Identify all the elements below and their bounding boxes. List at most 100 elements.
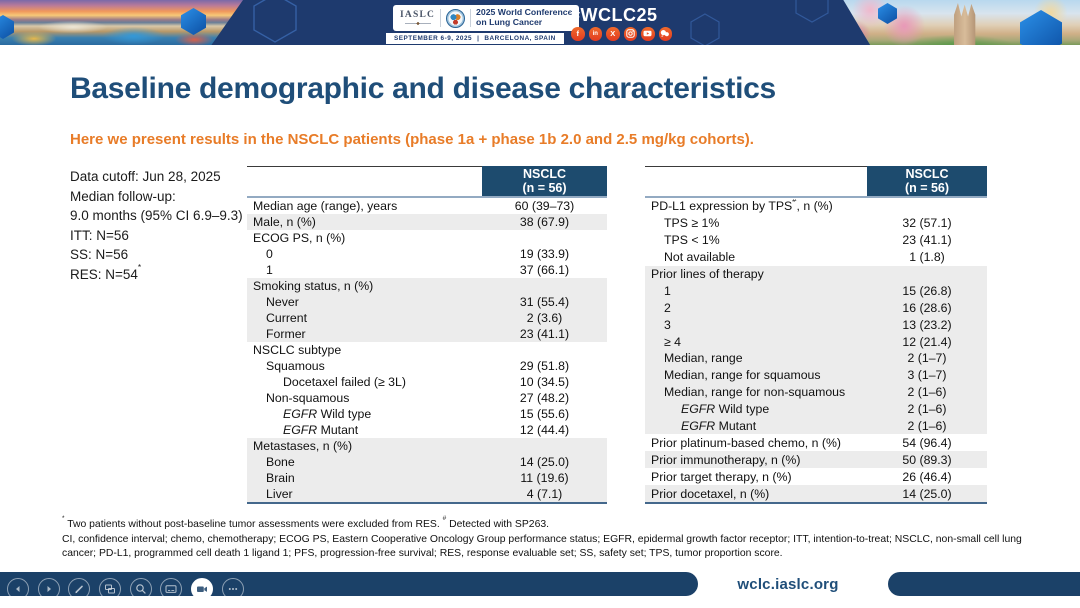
table-row: NSCLC subtype — [247, 342, 607, 358]
row-label: Median, range — [664, 351, 743, 366]
row-value: 38 (67.9) — [519, 215, 570, 229]
table-row: Prior lines of therapy — [645, 265, 987, 283]
dates-separator: | — [477, 34, 480, 42]
zoom-button[interactable] — [129, 578, 152, 600]
subtitles-button[interactable] — [160, 578, 183, 600]
table-row: Male, n (%) 38 (67.9) — [247, 214, 607, 230]
row-value: 2 (3.6) — [526, 311, 563, 325]
row-label: Prior lines of therapy — [651, 267, 764, 281]
hexagon-decoration — [878, 3, 897, 24]
row-value: 60 (39–73) — [514, 199, 575, 213]
table-row: TPS < 1% 23 (41.1) — [645, 232, 987, 249]
table-row: Non-squamous 27 (48.2) — [247, 390, 607, 406]
row-label: Prior immunotherapy, n (%) — [651, 452, 801, 467]
info-line: RES: N=54* — [70, 261, 142, 282]
row-value: 13 (23.2) — [902, 317, 952, 332]
row-label: EGFR Mutant — [283, 423, 359, 437]
camera-button[interactable] — [191, 578, 214, 600]
table-row: Median, range 2 (1–7) — [645, 350, 987, 367]
table-row: 1 15 (26.8) — [645, 282, 987, 300]
table-row: 2 16 (28.6) — [645, 299, 987, 317]
row-value: 15 (26.8) — [902, 283, 952, 298]
table-row: 1 37 (66.1) — [247, 262, 607, 278]
table-row: Prior immunotherapy, n (%) 50 (89.3) — [645, 451, 987, 469]
page-title: Baseline demographic and disease charact… — [70, 72, 776, 105]
row-value: 29 (51.8) — [519, 359, 570, 373]
instagram-icon — [623, 27, 637, 41]
row-value: 26 (46.4) — [902, 469, 952, 484]
row-label: 1 — [664, 283, 671, 298]
next-slide-button[interactable] — [37, 578, 60, 600]
header-spacer — [645, 166, 867, 196]
row-label: Bone — [266, 455, 295, 469]
table-row: EGFR Mutant 12 (44.4) — [247, 422, 607, 438]
row-label: NSCLC subtype — [253, 343, 342, 357]
see-all-slides-button[interactable] — [99, 578, 122, 600]
conference-dates: SEPTEMBER 6-9, 2025 | BARCELONA, SPAIN — [386, 33, 564, 44]
table-row: Prior docetaxel, n (%) 14 (25.0) — [645, 485, 987, 503]
table-row: PD-L1 expression by TPS#, n (%) — [645, 198, 987, 215]
row-label: TPS ≥ 1% — [664, 216, 720, 231]
table-row: Brain 11 (19.6) — [247, 470, 607, 486]
row-label: EGFR Wild type — [681, 402, 770, 417]
info-line: 9.0 months (95% CI 6.9–9.3) — [70, 208, 243, 224]
row-label: Smoking status, n (%) — [253, 279, 374, 293]
header-cell-nsclc: NSCLC (n = 56) — [482, 166, 607, 196]
table-row: Former 23 (41.1) — [247, 326, 607, 342]
more-options-button[interactable] — [221, 578, 244, 600]
row-value: 2 (1–7) — [907, 351, 947, 366]
table-header: NSCLC (n = 56) — [645, 166, 987, 198]
row-label: Median age (range), years — [253, 199, 398, 213]
row-value: 16 (28.6) — [902, 300, 952, 315]
row-value: 15 (55.6) — [519, 407, 570, 421]
iaslc-flourish-icon — [404, 20, 431, 26]
row-value: 10 (34.5) — [519, 375, 570, 389]
study-info: Data cutoff: Jun 28, 2025 Median follow-u… — [70, 167, 243, 285]
row-label: Current — [266, 311, 308, 325]
row-label: 2 — [664, 300, 671, 315]
pen-button[interactable] — [68, 578, 91, 600]
row-label: TPS < 1% — [664, 233, 720, 248]
conference-banner: IASLC 2025 World Conference on Lung Canc… — [0, 0, 1080, 45]
wclc-emblem-icon — [446, 8, 466, 28]
row-value: 27 (48.2) — [519, 391, 570, 405]
info-line: ITT: N=56 — [70, 227, 129, 243]
row-label: Brain — [266, 471, 295, 485]
row-value: 50 (89.3) — [902, 452, 952, 467]
social-icons: f in X — [571, 27, 672, 41]
chat-icon — [658, 27, 672, 41]
row-label: Median, range for non-squamous — [664, 385, 846, 400]
previous-slide-button[interactable] — [7, 578, 29, 600]
table-row: Prior target therapy, n (%) 26 (46.4) — [645, 468, 987, 485]
table-row: Liver 4 (7.1) — [247, 486, 607, 502]
row-value: 23 (41.1) — [902, 233, 952, 248]
row-label: Metastases, n (%) — [253, 439, 353, 453]
row-value: 1 (1.8) — [909, 250, 945, 265]
row-label: Never — [266, 295, 299, 309]
row-label: EGFR Wild type — [283, 407, 372, 421]
row-label: Prior docetaxel, n (%) — [651, 486, 770, 501]
divider — [440, 9, 442, 27]
table-row: Smoking status, n (%) — [247, 278, 607, 294]
table-row: 3 13 (23.2) — [645, 316, 987, 334]
table-row: ECOG PS, n (%) — [247, 230, 607, 246]
table-row: EGFR Wild type 15 (55.6) — [247, 406, 607, 422]
iaslc-text: IASLC — [400, 9, 436, 20]
footer-accent-bar — [888, 572, 1080, 596]
table-row: Median, range for squamous 3 (1–7) — [645, 366, 987, 384]
row-label: Non-squamous — [266, 391, 350, 405]
row-label: Liver — [266, 487, 293, 501]
row-value: 3 (1–7) — [907, 368, 947, 383]
info-line: Median follow-up: — [70, 188, 176, 204]
row-value: 4 (7.1) — [526, 487, 563, 501]
row-value: 23 (41.1) — [519, 327, 570, 341]
row-label: Male, n (%) — [253, 215, 316, 229]
row-label: Squamous — [266, 359, 325, 373]
table-row: Never 31 (55.4) — [247, 294, 607, 310]
row-value: 31 (55.4) — [519, 295, 570, 309]
footnote-exclusions: * Two patients without post-baseline tum… — [62, 514, 550, 530]
row-label: Median, range for squamous — [664, 368, 821, 383]
row-value: 11 (19.6) — [520, 471, 569, 485]
table-row: Current 2 (3.6) — [247, 310, 607, 326]
linkedin-icon: in — [588, 27, 602, 41]
